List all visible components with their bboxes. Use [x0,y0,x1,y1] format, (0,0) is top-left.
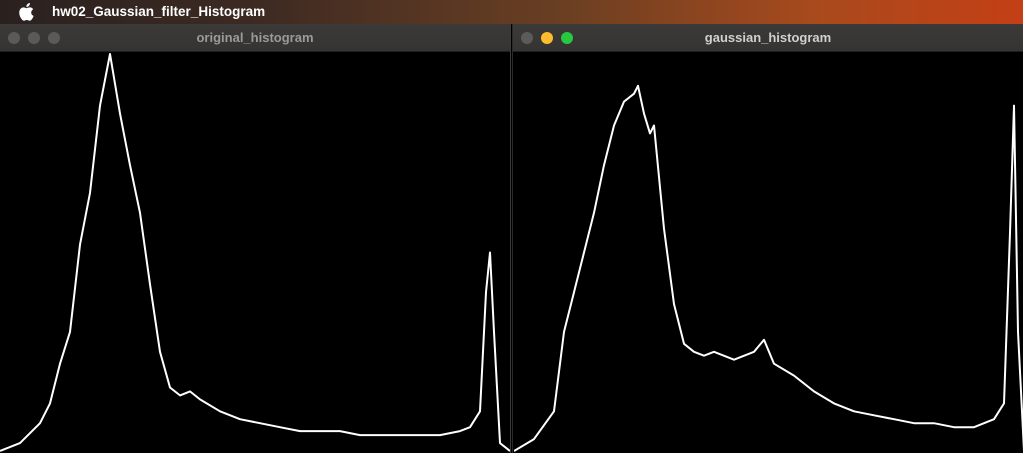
window-titlebar[interactable]: gaussian_histogram [513,24,1023,52]
app-name-menu[interactable]: hw02_Gaussian_filter_Histogram [52,4,266,19]
histogram-line [514,84,1023,452]
window-title: original_histogram [196,30,314,45]
histogram-chart [514,84,1023,452]
close-button[interactable] [8,32,20,44]
histogram-line [0,53,510,452]
original-histogram-plot [0,52,510,453]
histogram-chart [0,53,510,452]
window-title: gaussian_histogram [704,30,832,45]
apple-logo-icon[interactable] [18,3,34,21]
zoom-button[interactable] [561,32,573,44]
close-button[interactable] [521,32,533,44]
minimize-button[interactable] [541,32,553,44]
zoom-button[interactable] [48,32,60,44]
gaussian-histogram-window: gaussian_histogram [512,24,1023,453]
gaussian-histogram-plot [514,52,1023,453]
minimize-button[interactable] [28,32,40,44]
window-titlebar[interactable]: original_histogram [0,24,510,52]
menu-bar: hw02_Gaussian_filter_Histogram [0,0,1023,24]
original-histogram-window: original_histogram [0,24,511,453]
